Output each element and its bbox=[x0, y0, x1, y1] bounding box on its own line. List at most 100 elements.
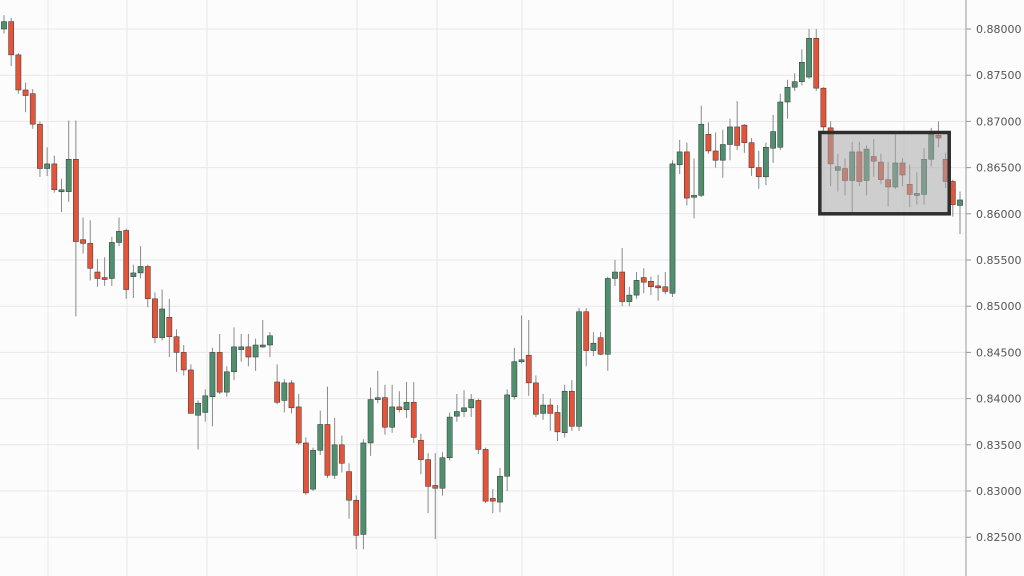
candle-bearish bbox=[15, 53, 22, 94]
candle-body bbox=[612, 271, 618, 279]
candle-bullish bbox=[137, 246, 144, 279]
candle-body bbox=[461, 407, 467, 412]
candle-bearish bbox=[705, 122, 712, 154]
candle-body bbox=[94, 271, 101, 279]
candle-bearish bbox=[382, 384, 388, 435]
candle-bearish bbox=[144, 264, 151, 308]
candle-bearish bbox=[324, 386, 331, 479]
candle-body bbox=[303, 442, 309, 494]
candle-body bbox=[820, 87, 827, 128]
candle-body bbox=[748, 142, 755, 168]
highlight-box-layer bbox=[818, 130, 951, 216]
candle-bearish bbox=[425, 453, 431, 514]
price-axis[interactable]: 0.88000 0.87500 0.87000 0.86500 0.86000 0.855… bbox=[966, 23, 1022, 544]
candle-bearish bbox=[216, 333, 223, 394]
candle-bullish bbox=[540, 393, 546, 420]
candle-bearish bbox=[554, 405, 561, 442]
candle-bullish bbox=[777, 93, 784, 151]
candle-bearish bbox=[734, 101, 741, 151]
candle-bearish bbox=[396, 391, 403, 413]
candle-body bbox=[453, 411, 460, 417]
candle-body bbox=[123, 230, 130, 290]
candle-bullish bbox=[367, 387, 374, 456]
price-tick-label: 0.86500 bbox=[976, 162, 1022, 175]
candle-body bbox=[51, 163, 58, 191]
candle-body bbox=[518, 359, 525, 363]
candle-body bbox=[741, 124, 748, 143]
candle-bearish bbox=[640, 268, 647, 294]
candle-body bbox=[29, 93, 36, 125]
candle-bearish bbox=[180, 345, 187, 376]
candle-bearish bbox=[51, 155, 58, 193]
candle-bearish bbox=[813, 29, 820, 91]
candle-bearish bbox=[597, 332, 604, 356]
candle-bullish bbox=[791, 73, 798, 91]
candle-bearish bbox=[166, 298, 173, 358]
candle-body bbox=[374, 397, 381, 400]
candle-body bbox=[719, 144, 726, 161]
candle-bearish bbox=[22, 82, 29, 113]
candle-body bbox=[159, 308, 165, 338]
candle-body bbox=[267, 335, 273, 346]
candle-body bbox=[173, 336, 180, 353]
candle-body bbox=[698, 123, 705, 196]
candle-bullish bbox=[691, 158, 697, 219]
candle-bearish bbox=[288, 380, 295, 414]
price-tick-label: 0.86000 bbox=[976, 208, 1022, 221]
candle-body bbox=[130, 272, 137, 277]
candle-bullish bbox=[223, 366, 230, 397]
candle-bullish bbox=[1, 15, 7, 34]
candle-body bbox=[389, 406, 396, 428]
candle-bullish bbox=[65, 120, 72, 202]
candle-body bbox=[597, 337, 604, 355]
candle-bullish bbox=[604, 276, 611, 371]
candle-bullish bbox=[806, 29, 812, 79]
price-tick-label: 0.83500 bbox=[976, 439, 1022, 452]
candle-bullish bbox=[360, 439, 367, 550]
highlight-box bbox=[818, 130, 951, 216]
candle-bullish bbox=[511, 347, 518, 400]
candle-body bbox=[144, 266, 151, 300]
price-tick-label: 0.87000 bbox=[976, 115, 1022, 128]
candle-bullish bbox=[799, 49, 805, 86]
candle-body bbox=[734, 126, 741, 146]
candle-body bbox=[295, 406, 302, 444]
candle-body bbox=[152, 298, 158, 338]
candle-body bbox=[15, 54, 22, 91]
candle-bullish bbox=[331, 418, 338, 479]
candle-bearish bbox=[583, 308, 590, 367]
price-tick-label: 0.85500 bbox=[976, 254, 1022, 267]
candle-bullish bbox=[281, 379, 288, 413]
candle-body bbox=[482, 449, 489, 502]
price-tick-label: 0.87500 bbox=[976, 69, 1022, 82]
candle-bullish bbox=[403, 381, 410, 419]
candle-body bbox=[784, 86, 791, 103]
candle-bullish bbox=[195, 400, 201, 450]
price-tick-label: 0.84500 bbox=[976, 346, 1022, 359]
candle-body bbox=[202, 395, 209, 413]
candle-body bbox=[468, 399, 475, 409]
candle-bearish bbox=[101, 257, 108, 286]
candle-body bbox=[108, 242, 115, 279]
candle-body bbox=[669, 163, 676, 294]
candle-body bbox=[576, 311, 582, 427]
candle-body bbox=[432, 485, 439, 489]
candle-body bbox=[633, 280, 640, 296]
candle-body bbox=[188, 369, 194, 414]
candle-body bbox=[418, 439, 424, 460]
candle-body bbox=[439, 457, 446, 489]
candle-body bbox=[655, 285, 661, 289]
candle-body bbox=[259, 344, 266, 348]
candle-bearish bbox=[188, 364, 194, 414]
candle-bearish bbox=[741, 124, 748, 153]
candle-bearish bbox=[94, 259, 101, 287]
candle-body bbox=[949, 181, 956, 205]
candle-body bbox=[705, 134, 712, 152]
candle-body bbox=[65, 159, 72, 192]
candle-body bbox=[799, 62, 805, 82]
candle-body bbox=[676, 151, 683, 166]
candle-bearish bbox=[648, 276, 654, 296]
candle-body bbox=[216, 352, 223, 393]
candle-body bbox=[511, 361, 518, 398]
candle-bullish bbox=[159, 289, 165, 341]
